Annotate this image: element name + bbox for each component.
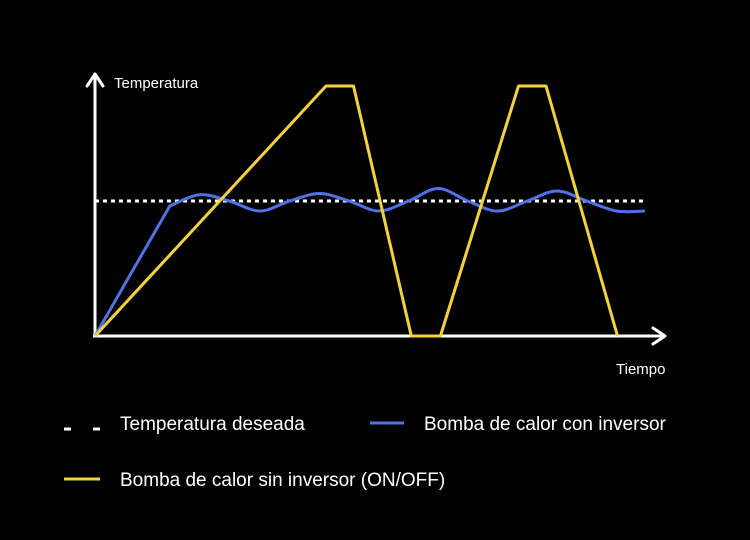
series-inverter [93,187,646,337]
legend-item-inverter: Bomba de calor con inversor [370,414,667,435]
legend-item-onoff: Bomba de calor sin inversor (ON/OFF) [64,470,445,491]
x-axis-label: Tiempo [616,361,665,378]
series-layer [93,84,646,338]
x-axis-arrowhead [651,326,667,346]
legend-label-onoff: Bomba de calor sin inversor (ON/OFF) [120,470,445,491]
legend-item-desired-temperature: Temperatura deseada [64,414,305,435]
y-axis-label: Temperatura [114,75,199,92]
legend-label-inverter: Bomba de calor con inversor [424,414,667,435]
y-axis-arrowhead [85,72,105,88]
series-onoff [93,84,619,338]
legend-label-desired-temperature: Temperatura deseada [120,414,305,435]
legend: Temperatura deseada Bomba de calor con i… [64,414,667,491]
